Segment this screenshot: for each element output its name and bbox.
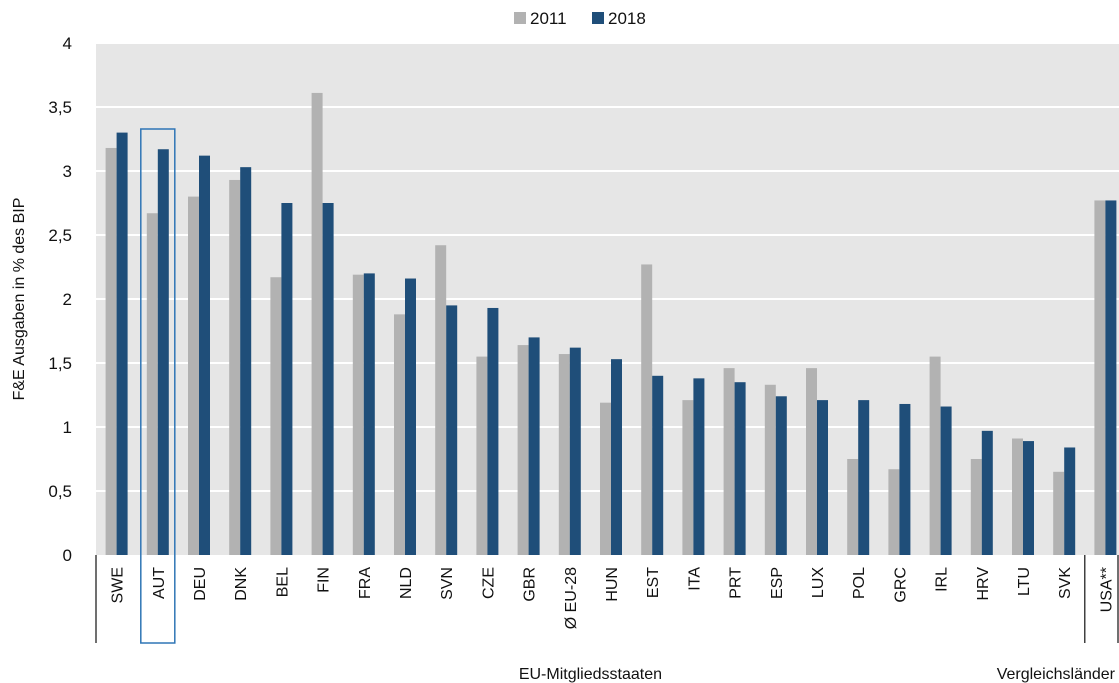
bar-2018-ITA bbox=[693, 378, 705, 555]
category-label: GBR bbox=[522, 567, 539, 602]
bar-2018-FRA bbox=[363, 273, 375, 555]
bar-2018-Ø EU-28 bbox=[569, 347, 581, 555]
highlight-box bbox=[140, 128, 176, 644]
category-label: ITA bbox=[686, 567, 703, 591]
bar-2018-DEU bbox=[199, 155, 210, 555]
category-label: USA** bbox=[1098, 567, 1115, 612]
bar-2018-EST bbox=[652, 375, 664, 555]
bar-2018-SWE bbox=[116, 132, 128, 555]
legend-label: 2018 bbox=[608, 9, 646, 28]
y-tick-label: 3,5 bbox=[48, 98, 72, 117]
group-label: Vergleichsländer bbox=[997, 666, 1116, 683]
bar-2018-DNK bbox=[240, 167, 252, 555]
category-label: NLD bbox=[398, 567, 415, 599]
category-label: DNK bbox=[233, 567, 250, 601]
category-label: LUX bbox=[810, 567, 827, 598]
category-label: POL bbox=[851, 567, 868, 599]
bar-2011-LTU bbox=[1012, 438, 1023, 555]
bar-2018-GBR bbox=[528, 337, 540, 555]
category-labels: SWE AUT DEU DNK BEL FIN FRA NLD SVN CZE GBR Ø EU-28… bbox=[110, 567, 1116, 630]
legend-swatch bbox=[514, 12, 526, 24]
bar-2011-SVN bbox=[435, 245, 447, 556]
bar-2011-BEL bbox=[270, 277, 282, 555]
category-label: IRL bbox=[934, 567, 951, 592]
bar-2011-HUN bbox=[600, 402, 611, 555]
bar-2011-EST bbox=[641, 264, 653, 555]
bar-2011-FRA bbox=[352, 274, 364, 555]
bar-2018-IRL bbox=[940, 406, 952, 555]
bar-2011-USA** bbox=[1094, 200, 1106, 555]
bar-2018-ESP bbox=[775, 396, 787, 555]
bar-2018-LUX bbox=[817, 400, 828, 555]
category-label: BEL bbox=[274, 567, 291, 597]
y-tick-label: 1 bbox=[63, 418, 72, 437]
bar-2011-ESP bbox=[764, 384, 776, 555]
bar-2011-HRV bbox=[970, 459, 982, 555]
group-brackets: EU-Mitgliedsstaaten Vergleichsländer bbox=[95, 128, 1119, 683]
y-tick-label: 1,5 bbox=[48, 354, 72, 373]
category-label: FRA bbox=[357, 567, 374, 599]
bar-2018-BEL bbox=[281, 203, 293, 555]
bar-2018-AUT bbox=[157, 149, 169, 556]
category-label: CZE bbox=[480, 567, 497, 599]
y-tick-label: 0 bbox=[63, 546, 72, 565]
bar-2011-CZE bbox=[476, 356, 488, 555]
bar-2011-LUX bbox=[806, 368, 817, 555]
category-label: SWE bbox=[110, 567, 127, 603]
bar-2018-HUN bbox=[611, 359, 622, 555]
bar-2011-SVK bbox=[1053, 471, 1065, 555]
category-label: GRC bbox=[892, 567, 909, 603]
bar-2018-USA** bbox=[1105, 200, 1117, 555]
bar-2018-HRV bbox=[981, 430, 993, 555]
y-tick-label: 0,5 bbox=[48, 482, 72, 501]
category-label: ESP bbox=[769, 567, 786, 599]
category-label: PRT bbox=[728, 567, 745, 599]
category-label: SVN bbox=[439, 567, 456, 600]
y-tick-label: 4 bbox=[63, 34, 72, 53]
y-tick-label: 2 bbox=[63, 290, 72, 309]
bar-2011-AUT bbox=[146, 213, 158, 556]
category-label: AUT bbox=[151, 567, 168, 599]
y-axis-title: F&E Ausgaben in % des BIP bbox=[11, 198, 28, 401]
legend-swatch bbox=[592, 12, 604, 24]
y-axis-ticks: 0 0,5 1 1,5 2 2,5 3 3,5 4 bbox=[48, 34, 72, 565]
bar-2011-Ø EU-28 bbox=[558, 354, 570, 555]
bar-2011-DNK bbox=[229, 179, 241, 555]
y-tick-label: 2,5 bbox=[48, 226, 72, 245]
bar-2018-FIN bbox=[322, 203, 334, 555]
bar-2018-LTU bbox=[1023, 441, 1034, 555]
bar-2011-FIN bbox=[311, 92, 323, 556]
legend-label: 2011 bbox=[530, 9, 567, 28]
category-label: LTU bbox=[1016, 567, 1033, 596]
bar-2011-IRL bbox=[929, 356, 941, 555]
bar-2018-CZE bbox=[487, 307, 499, 555]
bar-2018-SVK bbox=[1064, 447, 1076, 555]
bar-2011-PRT bbox=[723, 368, 735, 555]
bar-2011-ITA bbox=[682, 400, 694, 555]
category-label: FIN bbox=[316, 567, 333, 593]
category-label: EST bbox=[645, 567, 662, 598]
category-label: HUN bbox=[604, 567, 621, 602]
bar-2018-SVN bbox=[446, 305, 458, 555]
bar-2011-POL bbox=[847, 459, 859, 555]
category-label: HRV bbox=[975, 567, 992, 601]
bar-2011-NLD bbox=[394, 314, 405, 555]
bar-2018-POL bbox=[858, 400, 870, 555]
group-label: EU-Mitgliedsstaaten bbox=[519, 666, 662, 683]
bar-2018-NLD bbox=[405, 278, 416, 555]
bar-2018-GRC bbox=[899, 403, 911, 555]
category-label: Ø EU-28 bbox=[563, 567, 580, 629]
bar-2011-GBR bbox=[517, 345, 529, 555]
bar-2011-DEU bbox=[188, 196, 199, 555]
y-tick-label: 3 bbox=[63, 162, 72, 181]
category-label: DEU bbox=[192, 567, 209, 601]
bars bbox=[105, 92, 1117, 556]
bar-2011-SWE bbox=[105, 147, 117, 555]
category-label: SVK bbox=[1057, 567, 1074, 599]
legend: 2011 2018 bbox=[514, 9, 646, 28]
bar-2018-PRT bbox=[734, 382, 746, 555]
bar-2011-GRC bbox=[888, 469, 900, 555]
